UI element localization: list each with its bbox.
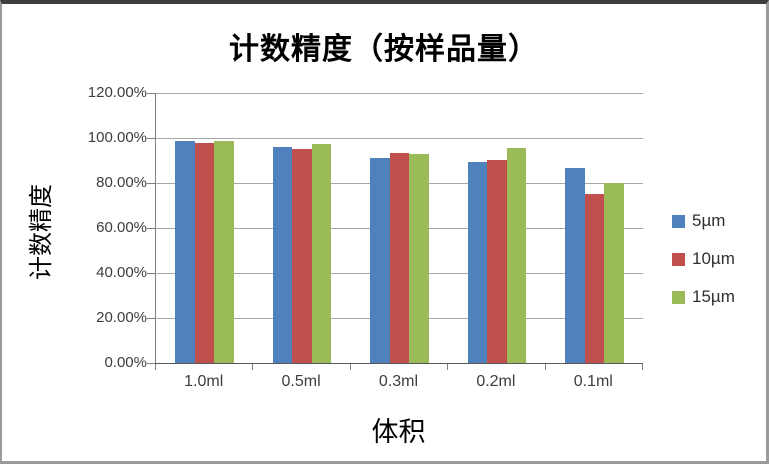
x-tick-mark <box>155 364 156 370</box>
y-tick-mark <box>147 183 155 184</box>
legend-swatch <box>672 290 685 304</box>
legend-item-15µm: 15µm <box>672 285 735 309</box>
bar-10µm-0.1ml <box>584 194 605 363</box>
bar-group-1.0ml <box>156 93 253 363</box>
gridline <box>156 93 643 94</box>
bar-5µm-0.3ml <box>370 158 390 363</box>
y-tick-mark <box>147 363 155 364</box>
bar-group-0.3ml <box>351 93 448 363</box>
bar-15µm-0.5ml <box>311 143 332 363</box>
bar-10µm-0.5ml <box>292 148 312 363</box>
bar-15µm-0.2ml <box>506 147 527 363</box>
chart-title: 计数精度（按样品量） <box>229 33 539 66</box>
x-tick-label-0.1ml: 0.1ml <box>573 373 613 390</box>
legend-swatch <box>672 252 685 266</box>
bar-5µm-0.5ml <box>272 146 293 363</box>
x-tick-label-0.2ml: 0.2ml <box>476 373 516 390</box>
x-tick-mark <box>544 364 546 370</box>
y-tick-mark <box>147 273 155 274</box>
y-tick-mark <box>147 318 155 319</box>
legend-label: 5µm <box>692 211 726 230</box>
y-tick-label: 120.00% <box>87 84 147 101</box>
y-tick-mark <box>147 93 155 94</box>
bar-10µm-0.3ml <box>389 153 410 363</box>
x-tick-mark <box>642 364 643 370</box>
y-tick-label: 20.00% <box>96 309 147 326</box>
bar-15µm-1.0ml <box>214 140 234 363</box>
bar-5µm-0.1ml <box>565 168 585 363</box>
legend-label: 15µm <box>692 287 735 306</box>
legend: 5µm 10µm 15µm <box>672 209 735 323</box>
legend-swatch <box>672 214 685 228</box>
x-tick-mark <box>349 364 351 370</box>
y-tick-label: 40.00% <box>96 264 147 281</box>
bar-group-0.5ml <box>253 93 350 363</box>
y-tick-label: 80.00% <box>96 174 147 191</box>
bar-5µm-0.2ml <box>467 161 488 363</box>
bar-15µm-0.3ml <box>409 153 429 363</box>
bar-group-0.2ml <box>448 93 545 363</box>
bar-10µm-0.2ml <box>487 160 507 363</box>
bar-10µm-1.0ml <box>194 142 215 363</box>
x-tick-mark <box>252 364 254 370</box>
legend-item-5µm: 5µm <box>672 209 735 233</box>
legend-label: 10µm <box>692 249 735 268</box>
plot-area <box>155 93 643 364</box>
x-tick-label-1.0ml: 1.0ml <box>184 373 224 390</box>
y-tick-label: 0.00% <box>104 354 147 371</box>
y-tick-label: 100.00% <box>87 129 147 146</box>
x-tick-label-0.5ml: 0.5ml <box>281 373 321 390</box>
bar-group-0.1ml <box>546 93 643 363</box>
y-tick-label: 60.00% <box>96 219 147 236</box>
gridline <box>156 138 643 139</box>
legend-item-10µm: 10µm <box>672 247 735 271</box>
bar-5µm-1.0ml <box>175 141 195 363</box>
x-axis-title: 体积 <box>371 417 426 447</box>
bar-15µm-0.1ml <box>604 183 624 363</box>
x-tick-label-0.3ml: 0.3ml <box>378 373 419 390</box>
x-tick-mark <box>447 364 449 370</box>
y-tick-mark <box>147 228 155 229</box>
y-tick-mark <box>147 138 155 139</box>
